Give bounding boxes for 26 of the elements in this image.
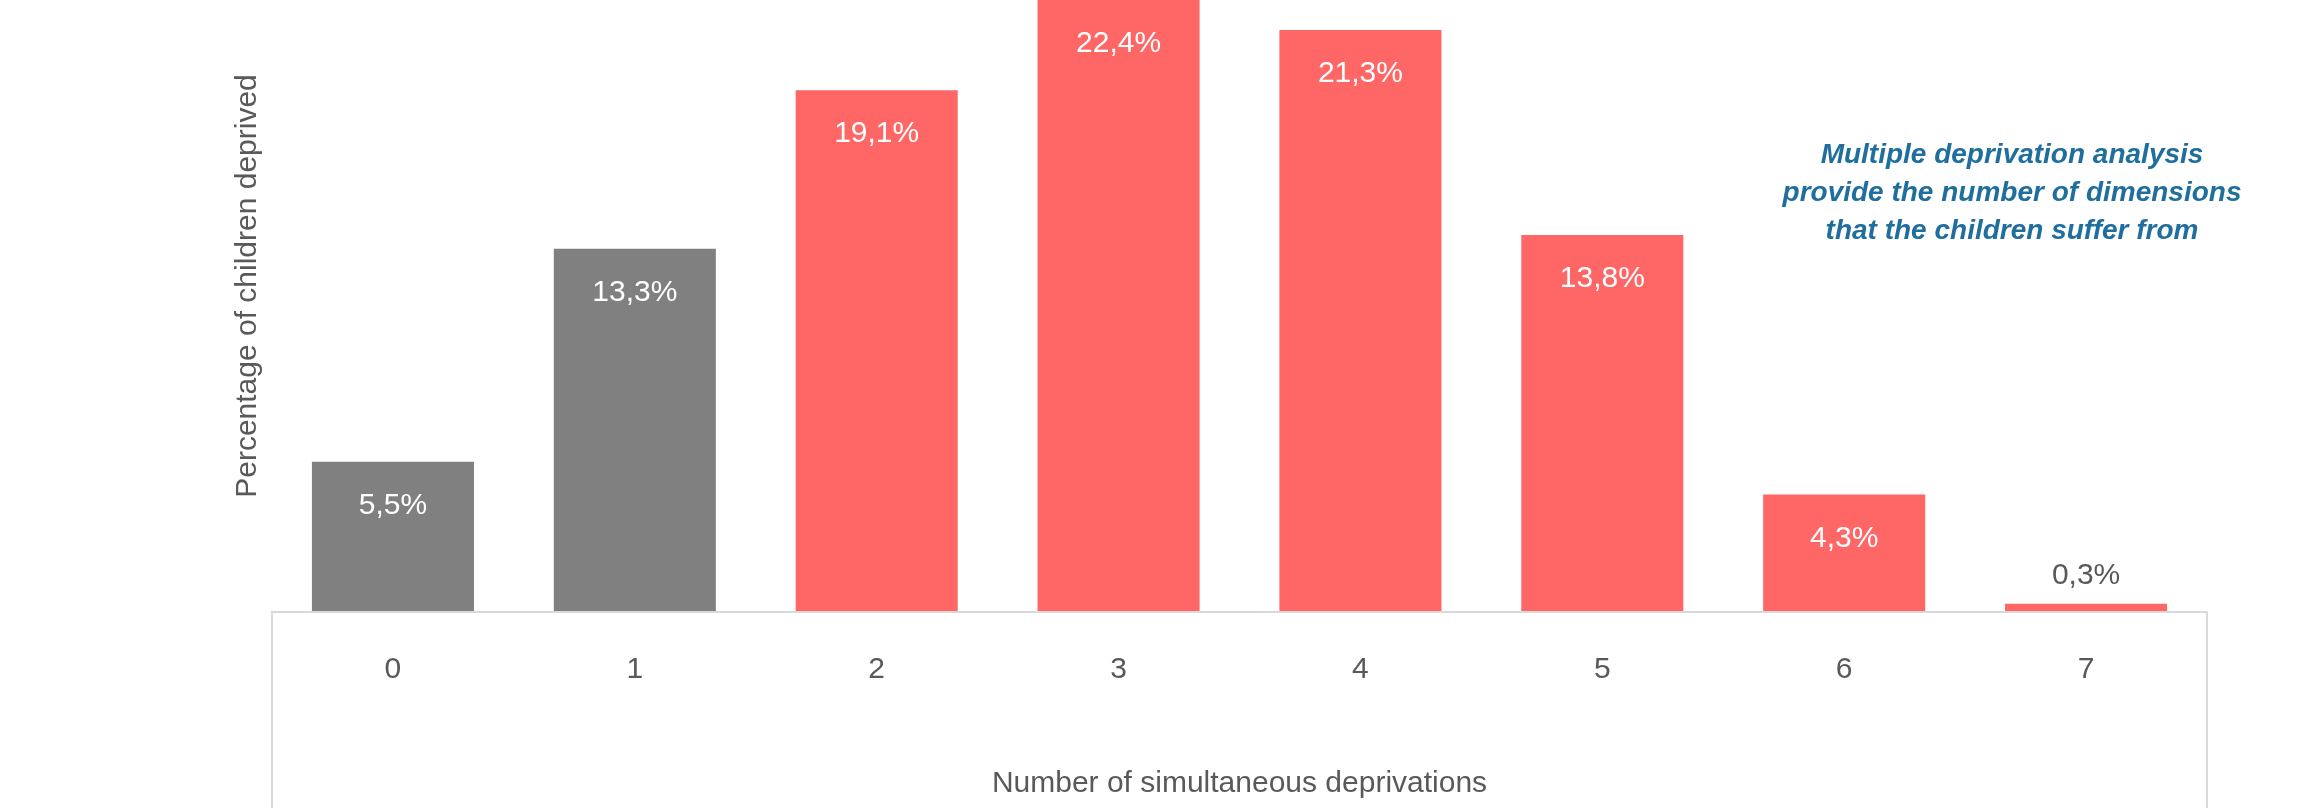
x-tick-label: 5 <box>1593 651 1611 685</box>
bar <box>311 461 474 612</box>
x-tick-label: 6 <box>1835 651 1853 685</box>
bar <box>1521 234 1684 612</box>
data-label: 5,5% <box>358 487 428 520</box>
data-label: 21,3% <box>1317 55 1403 89</box>
x-tick-label: 2 <box>868 651 886 685</box>
x-tick-label: 4 <box>1352 651 1369 685</box>
bar <box>1763 494 1926 612</box>
y-axis-title: Percentage of children deprived <box>229 74 263 498</box>
bar <box>1279 30 1442 612</box>
bar <box>1037 0 1200 612</box>
data-label: 22,4% <box>1076 25 1162 59</box>
data-label: 0,3% <box>2051 557 2121 591</box>
x-tick-label: 3 <box>1110 651 1127 685</box>
x-tick-label: 0 <box>384 651 402 685</box>
x-axis-title: Number of simultaneous deprivations <box>991 765 1488 799</box>
data-label: 13,8% <box>1559 260 1645 294</box>
bar <box>795 90 958 612</box>
annotation: Multiple deprivation analysis provide the number of dimensions that the children suffer from <box>1781 137 2242 245</box>
bar <box>553 248 716 612</box>
x-tick-label: 7 <box>2077 651 2095 685</box>
data-label: 13,3% <box>592 273 678 307</box>
x-tick-label: 1 <box>626 651 644 685</box>
data-label: 19,1% <box>834 115 920 149</box>
data-label: 4,3% <box>1809 519 1879 553</box>
